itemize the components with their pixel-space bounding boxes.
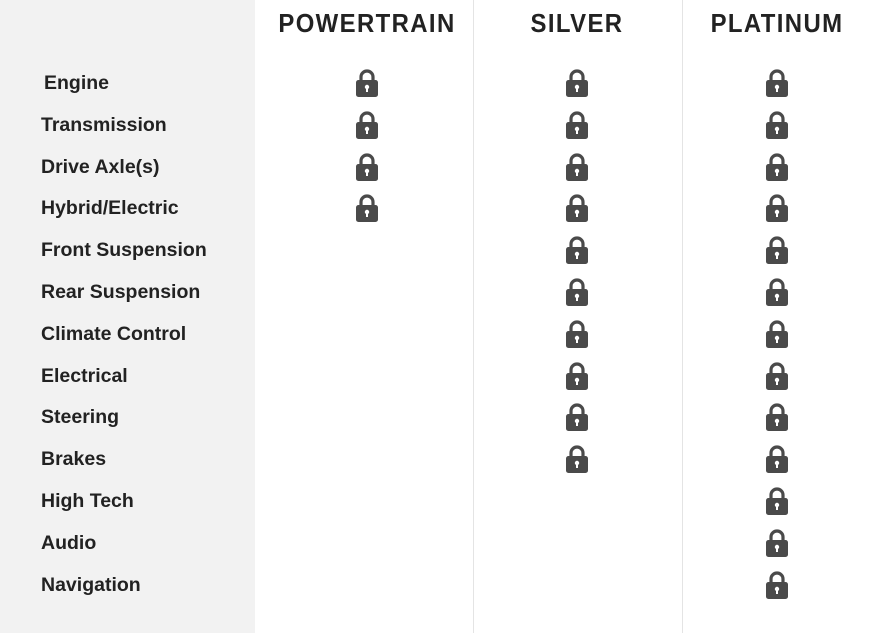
lock-icon — [356, 194, 378, 223]
lock-icon — [566, 236, 588, 265]
feature-label: Front Suspension — [41, 239, 207, 262]
lock-icon — [356, 111, 378, 139]
lock-icon — [566, 194, 588, 223]
feature-label: Steering — [41, 406, 120, 429]
feature-label: Electrical — [41, 364, 128, 387]
lock-icon — [766, 362, 788, 390]
feature-label: Climate Control — [41, 322, 187, 345]
lock-icon — [566, 69, 588, 97]
feature-label: Rear Suspension — [41, 281, 201, 303]
feature-label: Transmission — [41, 113, 167, 136]
lock-icon — [766, 529, 788, 557]
column-header-silver: SILVER — [530, 8, 624, 38]
lock-icon — [766, 320, 788, 348]
column-header-platinum: PLATINUM — [710, 8, 844, 38]
feature-label: Engine — [44, 72, 110, 94]
lock-icon — [566, 445, 588, 474]
lock-icon — [766, 194, 788, 223]
lock-icon — [566, 153, 588, 181]
lock-icon — [766, 278, 788, 306]
lock-icon — [566, 362, 588, 390]
lock-icon — [566, 320, 588, 348]
feature-label: Hybrid/Electric — [41, 197, 179, 220]
lock-icon — [766, 445, 788, 474]
feature-sidebar — [0, 0, 255, 633]
feature-label: Navigation — [41, 573, 141, 596]
column-divider — [682, 0, 683, 633]
feature-label: High Tech — [41, 490, 134, 512]
feature-label: Drive Axle(s) — [41, 155, 160, 178]
lock-icon — [566, 403, 588, 432]
lock-icon — [356, 69, 378, 97]
lock-icon — [566, 111, 588, 139]
lock-icon — [356, 153, 378, 181]
lock-icon — [766, 69, 788, 97]
column-header-powertrain: POWERTRAIN — [278, 8, 456, 38]
lock-icon — [766, 153, 788, 181]
lock-icon — [766, 236, 788, 265]
lock-icon — [566, 278, 588, 306]
lock-icon — [766, 111, 788, 139]
feature-label: Brakes — [41, 448, 107, 471]
lock-icon — [766, 487, 788, 515]
lock-icon — [766, 403, 788, 432]
column-divider — [473, 0, 474, 633]
lock-icon — [766, 571, 788, 599]
feature-label: Audio — [41, 531, 97, 554]
